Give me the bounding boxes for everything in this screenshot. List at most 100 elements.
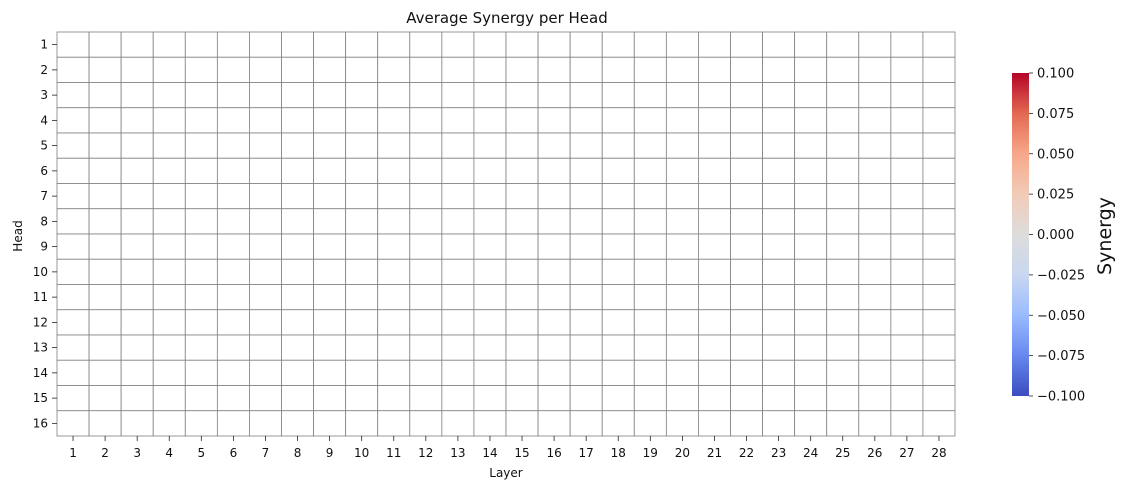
heatmap-cell (826, 233, 860, 260)
colorbar-label: Synergy (1094, 197, 1116, 275)
heatmap-cell (665, 157, 699, 184)
heatmap-cell (569, 183, 603, 210)
heatmap-cell (345, 385, 379, 412)
x-tick-label: 20 (675, 446, 690, 460)
heatmap-cell (601, 31, 635, 58)
heatmap-cell (601, 132, 635, 159)
heatmap-cell (216, 385, 250, 412)
heatmap-cell (473, 82, 507, 109)
heatmap-cell (762, 107, 796, 134)
heatmap-cell (794, 385, 828, 412)
heatmap-cell (88, 107, 122, 134)
x-tick-label: 17 (579, 446, 594, 460)
heatmap-cell (730, 157, 763, 184)
heatmap-cell (730, 132, 763, 159)
heatmap-cell (88, 157, 122, 184)
heatmap-cell (858, 258, 892, 285)
heatmap-cell (281, 31, 314, 58)
heatmap-cell (537, 233, 571, 260)
heatmap-cell (152, 410, 186, 437)
heatmap-cell (473, 385, 507, 412)
heatmap-cell (698, 56, 731, 83)
heatmap-cell (858, 107, 892, 134)
x-tick-label: 22 (739, 446, 754, 460)
y-tick-label: 6 (40, 164, 48, 178)
heatmap-cell (88, 359, 122, 386)
heatmap-cell (249, 183, 282, 210)
heatmap-cell (313, 410, 347, 437)
heatmap-cell (505, 410, 539, 437)
heatmap-cell (730, 107, 763, 134)
heatmap-cell (345, 157, 379, 184)
heatmap-cell (184, 31, 218, 58)
heatmap-cell (633, 233, 667, 260)
heatmap-cell (569, 107, 603, 134)
y-tick-label: 13 (33, 341, 48, 355)
heatmap-cell (762, 208, 796, 235)
heatmap-cell (313, 385, 347, 412)
heatmap-cell (88, 309, 122, 336)
heatmap-cell (794, 334, 828, 361)
heatmap-cell (377, 157, 411, 184)
heatmap-cell (56, 56, 90, 83)
heatmap-cell (633, 258, 667, 285)
heatmap-cell (794, 233, 828, 260)
heatmap-cell (56, 208, 90, 235)
heatmap-cell (890, 132, 924, 159)
heatmap-cell (281, 334, 314, 361)
heatmap-cell (345, 107, 379, 134)
heatmap-cell (377, 31, 411, 58)
heatmap-cell (665, 284, 699, 311)
heatmap-cell (730, 334, 763, 361)
heatmap-cell (120, 31, 154, 58)
heatmap-cell (890, 258, 924, 285)
heatmap-cell (762, 132, 796, 159)
y-tick-label: 5 (40, 139, 48, 153)
heatmap-cell (762, 82, 796, 109)
heatmap-cell (569, 56, 603, 83)
heatmap-cell (601, 284, 635, 311)
heatmap-cell (794, 31, 828, 58)
heatmap-cell (88, 183, 122, 210)
colorbar-ticks: 0.100 0.075 0.050 0.025 0.000 −0.025 −0.050 −0.… (1029, 67, 1085, 405)
heatmap-cell (698, 334, 731, 361)
heatmap-cell (281, 284, 314, 311)
heatmap-cell (313, 31, 347, 58)
x-tick-label: 6 (230, 446, 238, 460)
heatmap-cell (762, 385, 796, 412)
heatmap-cell (633, 82, 667, 109)
heatmap-cell (826, 334, 860, 361)
heatmap-cell (601, 107, 635, 134)
heatmap-cell (537, 157, 571, 184)
heatmap-cell (377, 183, 411, 210)
heatmap-cell (794, 208, 828, 235)
heatmap-cell (505, 309, 539, 336)
heatmap-cell (601, 258, 635, 285)
heatmap-cell (730, 309, 763, 336)
heatmap-cell (601, 385, 635, 412)
heatmap-cell (826, 410, 860, 437)
heatmap-cell (249, 56, 282, 83)
heatmap-cell (890, 410, 924, 437)
heatmap-cell (858, 284, 892, 311)
heatmap-cell (409, 107, 443, 134)
heatmap-cell (249, 107, 282, 134)
heatmap-cell (88, 132, 122, 159)
heatmap-cell (473, 359, 507, 386)
heatmap-cell (473, 233, 507, 260)
heatmap-cell (890, 334, 924, 361)
heatmap-cell (665, 183, 699, 210)
heatmap-cell (826, 157, 860, 184)
heatmap-cell (56, 183, 90, 210)
heatmap-cell (184, 132, 218, 159)
heatmap-cell (409, 233, 443, 260)
heatmap-cell (633, 132, 667, 159)
heatmap-cell (345, 82, 379, 109)
heatmap-cell (120, 410, 154, 437)
heatmap-cell (441, 309, 475, 336)
heatmap-cell (665, 56, 699, 83)
heatmap-cell (409, 157, 443, 184)
heatmap-cell (216, 157, 250, 184)
heatmap-cell (441, 359, 475, 386)
